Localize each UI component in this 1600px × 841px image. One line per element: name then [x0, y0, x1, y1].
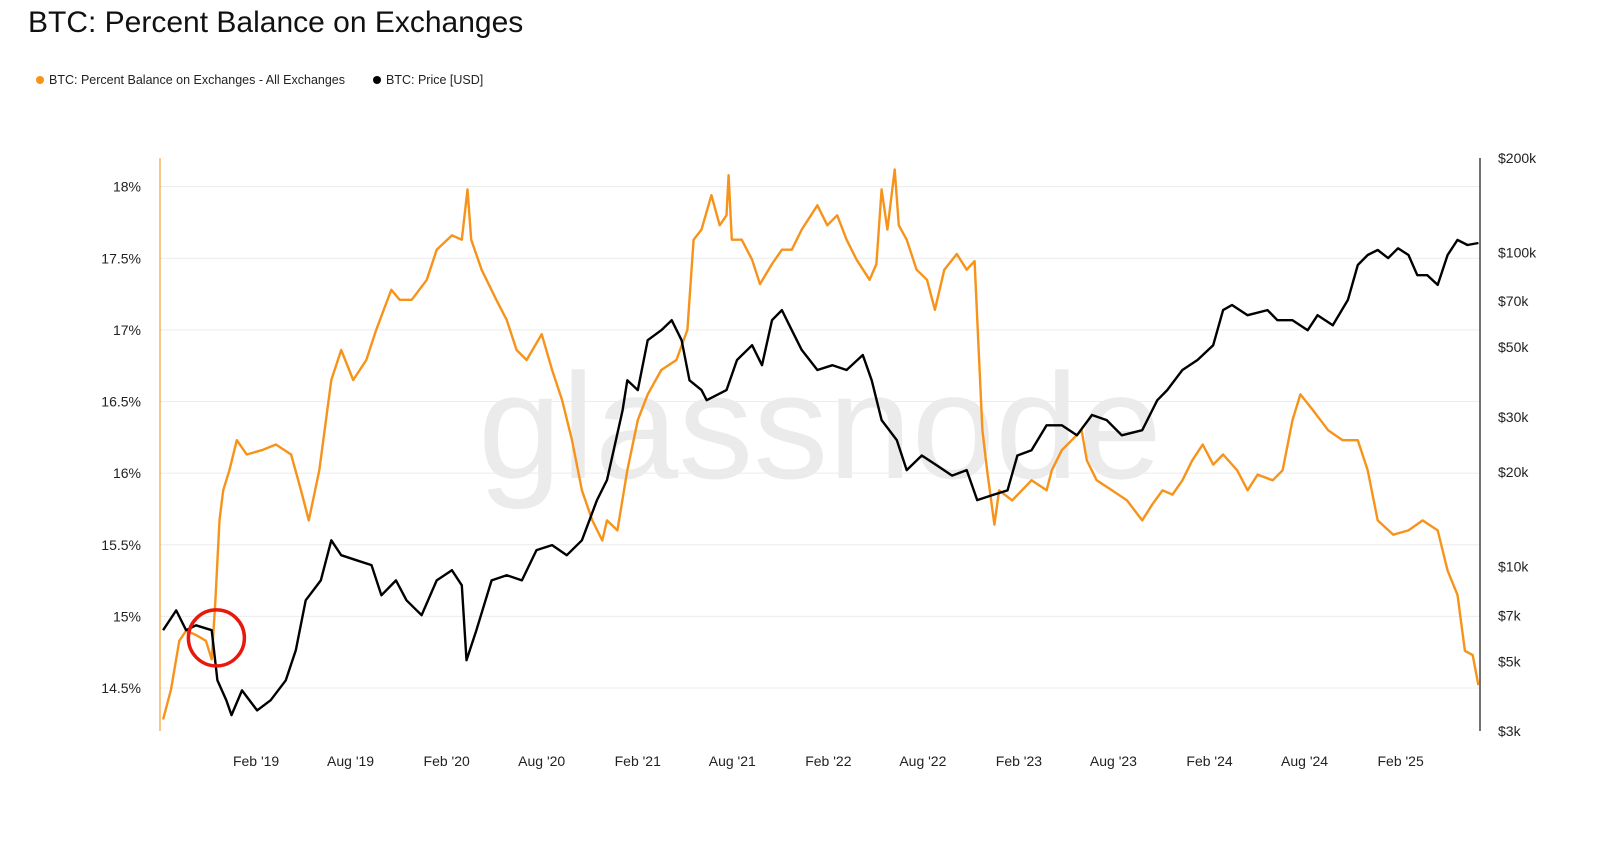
- chart-title: BTC: Percent Balance on Exchanges: [28, 6, 524, 39]
- x-tick-label: Feb '24: [1186, 753, 1232, 769]
- y-left-tick-label: 14.5%: [101, 680, 141, 696]
- x-tick-label: Feb '22: [805, 753, 851, 769]
- x-tick-label: Feb '25: [1378, 753, 1424, 769]
- y-left-tick-label: 15%: [113, 608, 141, 624]
- y-right-tick-label: $70k: [1498, 293, 1529, 309]
- y-right-tick-label: $30k: [1498, 409, 1529, 425]
- y-left-tick-label: 17.5%: [101, 250, 141, 266]
- legend-dot-black-icon: [373, 76, 381, 84]
- y-right-tick-label: $20k: [1498, 464, 1529, 480]
- annotation-circle: [186, 608, 247, 668]
- y-left-tick-label: 17%: [113, 322, 141, 338]
- x-tick-label: Aug '20: [518, 753, 565, 769]
- x-tick-label: Feb '23: [996, 753, 1042, 769]
- y-right-tick-label: $100k: [1498, 245, 1537, 261]
- y-left-tick-label: 18%: [113, 179, 141, 195]
- legend-item-balance[interactable]: BTC: Percent Balance on Exchanges - All …: [36, 73, 345, 87]
- x-tick-label: Aug '24: [1281, 753, 1328, 769]
- y-right-tick-label: $3k: [1498, 723, 1522, 739]
- legend: BTC: Percent Balance on Exchanges - All …: [36, 73, 483, 87]
- x-tick-label: Aug '21: [709, 753, 756, 769]
- x-tick-label: Aug '22: [899, 753, 946, 769]
- x-tick-label: Feb '20: [424, 753, 470, 769]
- y-right-tick-label: $7k: [1498, 607, 1522, 623]
- legend-label-price: BTC: Price [USD]: [386, 73, 484, 87]
- y-left-tick-label: 16%: [113, 465, 141, 481]
- y-left-tick-label: 16.5%: [101, 394, 141, 410]
- y-right-tick-label: $5k: [1498, 653, 1522, 669]
- x-tick-label: Aug '19: [327, 753, 374, 769]
- y-right-tick-label: $200k: [1498, 150, 1537, 166]
- y-left-tick-label: 15.5%: [101, 537, 141, 553]
- x-tick-label: Feb '21: [615, 753, 661, 769]
- legend-dot-orange-icon: [36, 76, 44, 84]
- series-line-balance: [161, 168, 1480, 720]
- series-line-price: [162, 238, 1479, 717]
- x-tick-label: Feb '19: [233, 753, 279, 769]
- y-right-tick-label: $50k: [1498, 339, 1529, 355]
- legend-item-price[interactable]: BTC: Price [USD]: [373, 73, 483, 87]
- x-tick-label: Aug '23: [1090, 753, 1137, 769]
- y-right-tick-label: $10k: [1498, 559, 1529, 575]
- legend-label-balance: BTC: Percent Balance on Exchanges - All …: [49, 73, 345, 87]
